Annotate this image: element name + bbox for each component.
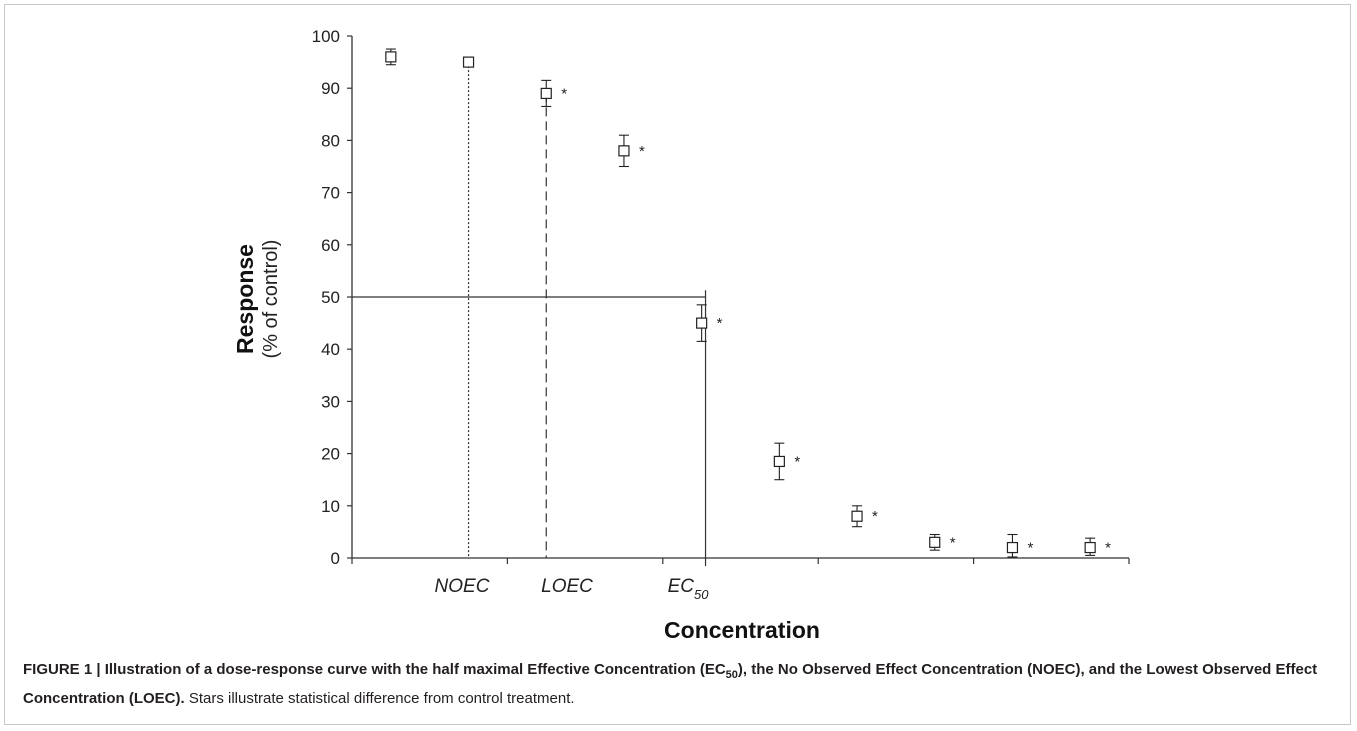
significance-star: * bbox=[950, 534, 956, 551]
data-point-marker bbox=[385, 51, 397, 63]
y-tick-label: 90 bbox=[321, 79, 340, 98]
ec-label: EC bbox=[668, 576, 695, 597]
x-axis-title: Concentration bbox=[664, 617, 820, 643]
caption-bold: FIGURE 1 | Illustration of a dose-respon… bbox=[23, 661, 726, 678]
data-point-marker bbox=[540, 87, 552, 100]
data-point-marker bbox=[1006, 541, 1019, 554]
y-tick-label: 40 bbox=[321, 340, 340, 359]
reference-lines bbox=[352, 62, 707, 566]
data-point-marker bbox=[851, 510, 863, 522]
significance-star: * bbox=[639, 143, 645, 160]
y-axis-subtitle: (% of control) bbox=[260, 240, 282, 359]
y-tick-label: 50 bbox=[321, 288, 340, 307]
x-axis-ticks bbox=[351, 558, 1130, 564]
y-axis-ticks: 0 10 20 30 40 50 60 70 80 90 100 bbox=[312, 27, 352, 568]
y-tick-label: 60 bbox=[321, 236, 340, 255]
x-category-noec: NOEC bbox=[435, 576, 490, 597]
x-category-loec: LOEC bbox=[541, 576, 593, 597]
dose-response-chart: 0 10 20 30 40 50 60 70 80 90 100 * * * * * * * * NOEC LOE… bbox=[232, 27, 1130, 643]
y-tick-label: 100 bbox=[312, 27, 340, 46]
data-point-marker bbox=[773, 455, 785, 468]
significance-star: * bbox=[872, 508, 878, 525]
y-axis-title-group: Response (% of control) bbox=[232, 240, 282, 359]
significance-star: * bbox=[794, 453, 800, 470]
y-tick-label: 10 bbox=[321, 497, 340, 516]
caption-normal: Stars illustrate statistical difference … bbox=[184, 690, 575, 707]
data-point-marker bbox=[696, 317, 708, 329]
y-tick-label: 20 bbox=[321, 445, 340, 464]
data-point-marker bbox=[929, 536, 941, 548]
y-tick-label: 70 bbox=[321, 184, 340, 203]
figure-frame: 0 10 20 30 40 50 60 70 80 90 100 * * * * * * * * NOEC LOE… bbox=[4, 4, 1351, 725]
y-tick-label: 0 bbox=[331, 549, 340, 568]
data-point-marker bbox=[618, 145, 630, 157]
data-point-marker bbox=[1084, 541, 1096, 554]
y-axis-title: Response bbox=[232, 244, 258, 354]
x-category-ec50: EC50 bbox=[668, 576, 710, 602]
caption-bold-sub: 50 bbox=[725, 669, 738, 681]
y-tick-label: 30 bbox=[321, 392, 340, 411]
data-points: * * * * * * * * bbox=[385, 48, 1111, 558]
y-tick-label: 80 bbox=[321, 131, 340, 150]
caption-bold-rest: ), the No Observed Effect Concentration … bbox=[23, 661, 1318, 707]
figure-caption: FIGURE 1 | Illustration of a dose-respon… bbox=[23, 658, 1343, 711]
significance-star: * bbox=[561, 85, 567, 102]
significance-star: * bbox=[717, 315, 723, 332]
significance-star: * bbox=[1105, 540, 1111, 557]
significance-star: * bbox=[1027, 540, 1033, 557]
data-point-marker bbox=[462, 56, 475, 68]
ec-subscript: 50 bbox=[694, 587, 709, 602]
